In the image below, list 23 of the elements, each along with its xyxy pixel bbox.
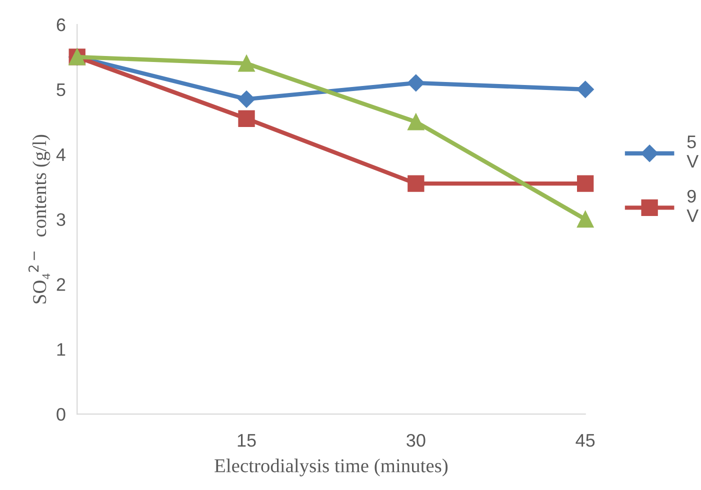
x-tick-label: 45 — [576, 434, 595, 447]
x-tick-label: 30 — [406, 434, 426, 447]
legend-label: 5 V — [686, 136, 699, 168]
y-tick-label: 5 — [56, 84, 66, 96]
y-tick-label: 0 — [56, 408, 66, 421]
point — [408, 114, 424, 130]
point — [577, 210, 594, 228]
y-axis-title: SO₄$^{2−}$ contents (g/l) — [28, 134, 50, 304]
point — [577, 175, 594, 192]
legend-label: 9 V — [686, 190, 699, 222]
point — [407, 74, 424, 92]
point — [238, 90, 256, 108]
point — [576, 80, 594, 98]
y-tick-label: 1 — [57, 343, 66, 356]
y-tick-label: 3 — [56, 213, 66, 226]
point — [238, 110, 255, 127]
y-tick-label: 6 — [56, 18, 66, 32]
x-tick-label: 15 — [238, 434, 256, 447]
point — [238, 55, 255, 72]
x-axis-title: Electrodialysis time (minutes) — [214, 458, 448, 476]
point — [408, 175, 424, 192]
y-tick-label: 4 — [56, 148, 66, 161]
y-tick-label: 2 — [56, 278, 66, 291]
